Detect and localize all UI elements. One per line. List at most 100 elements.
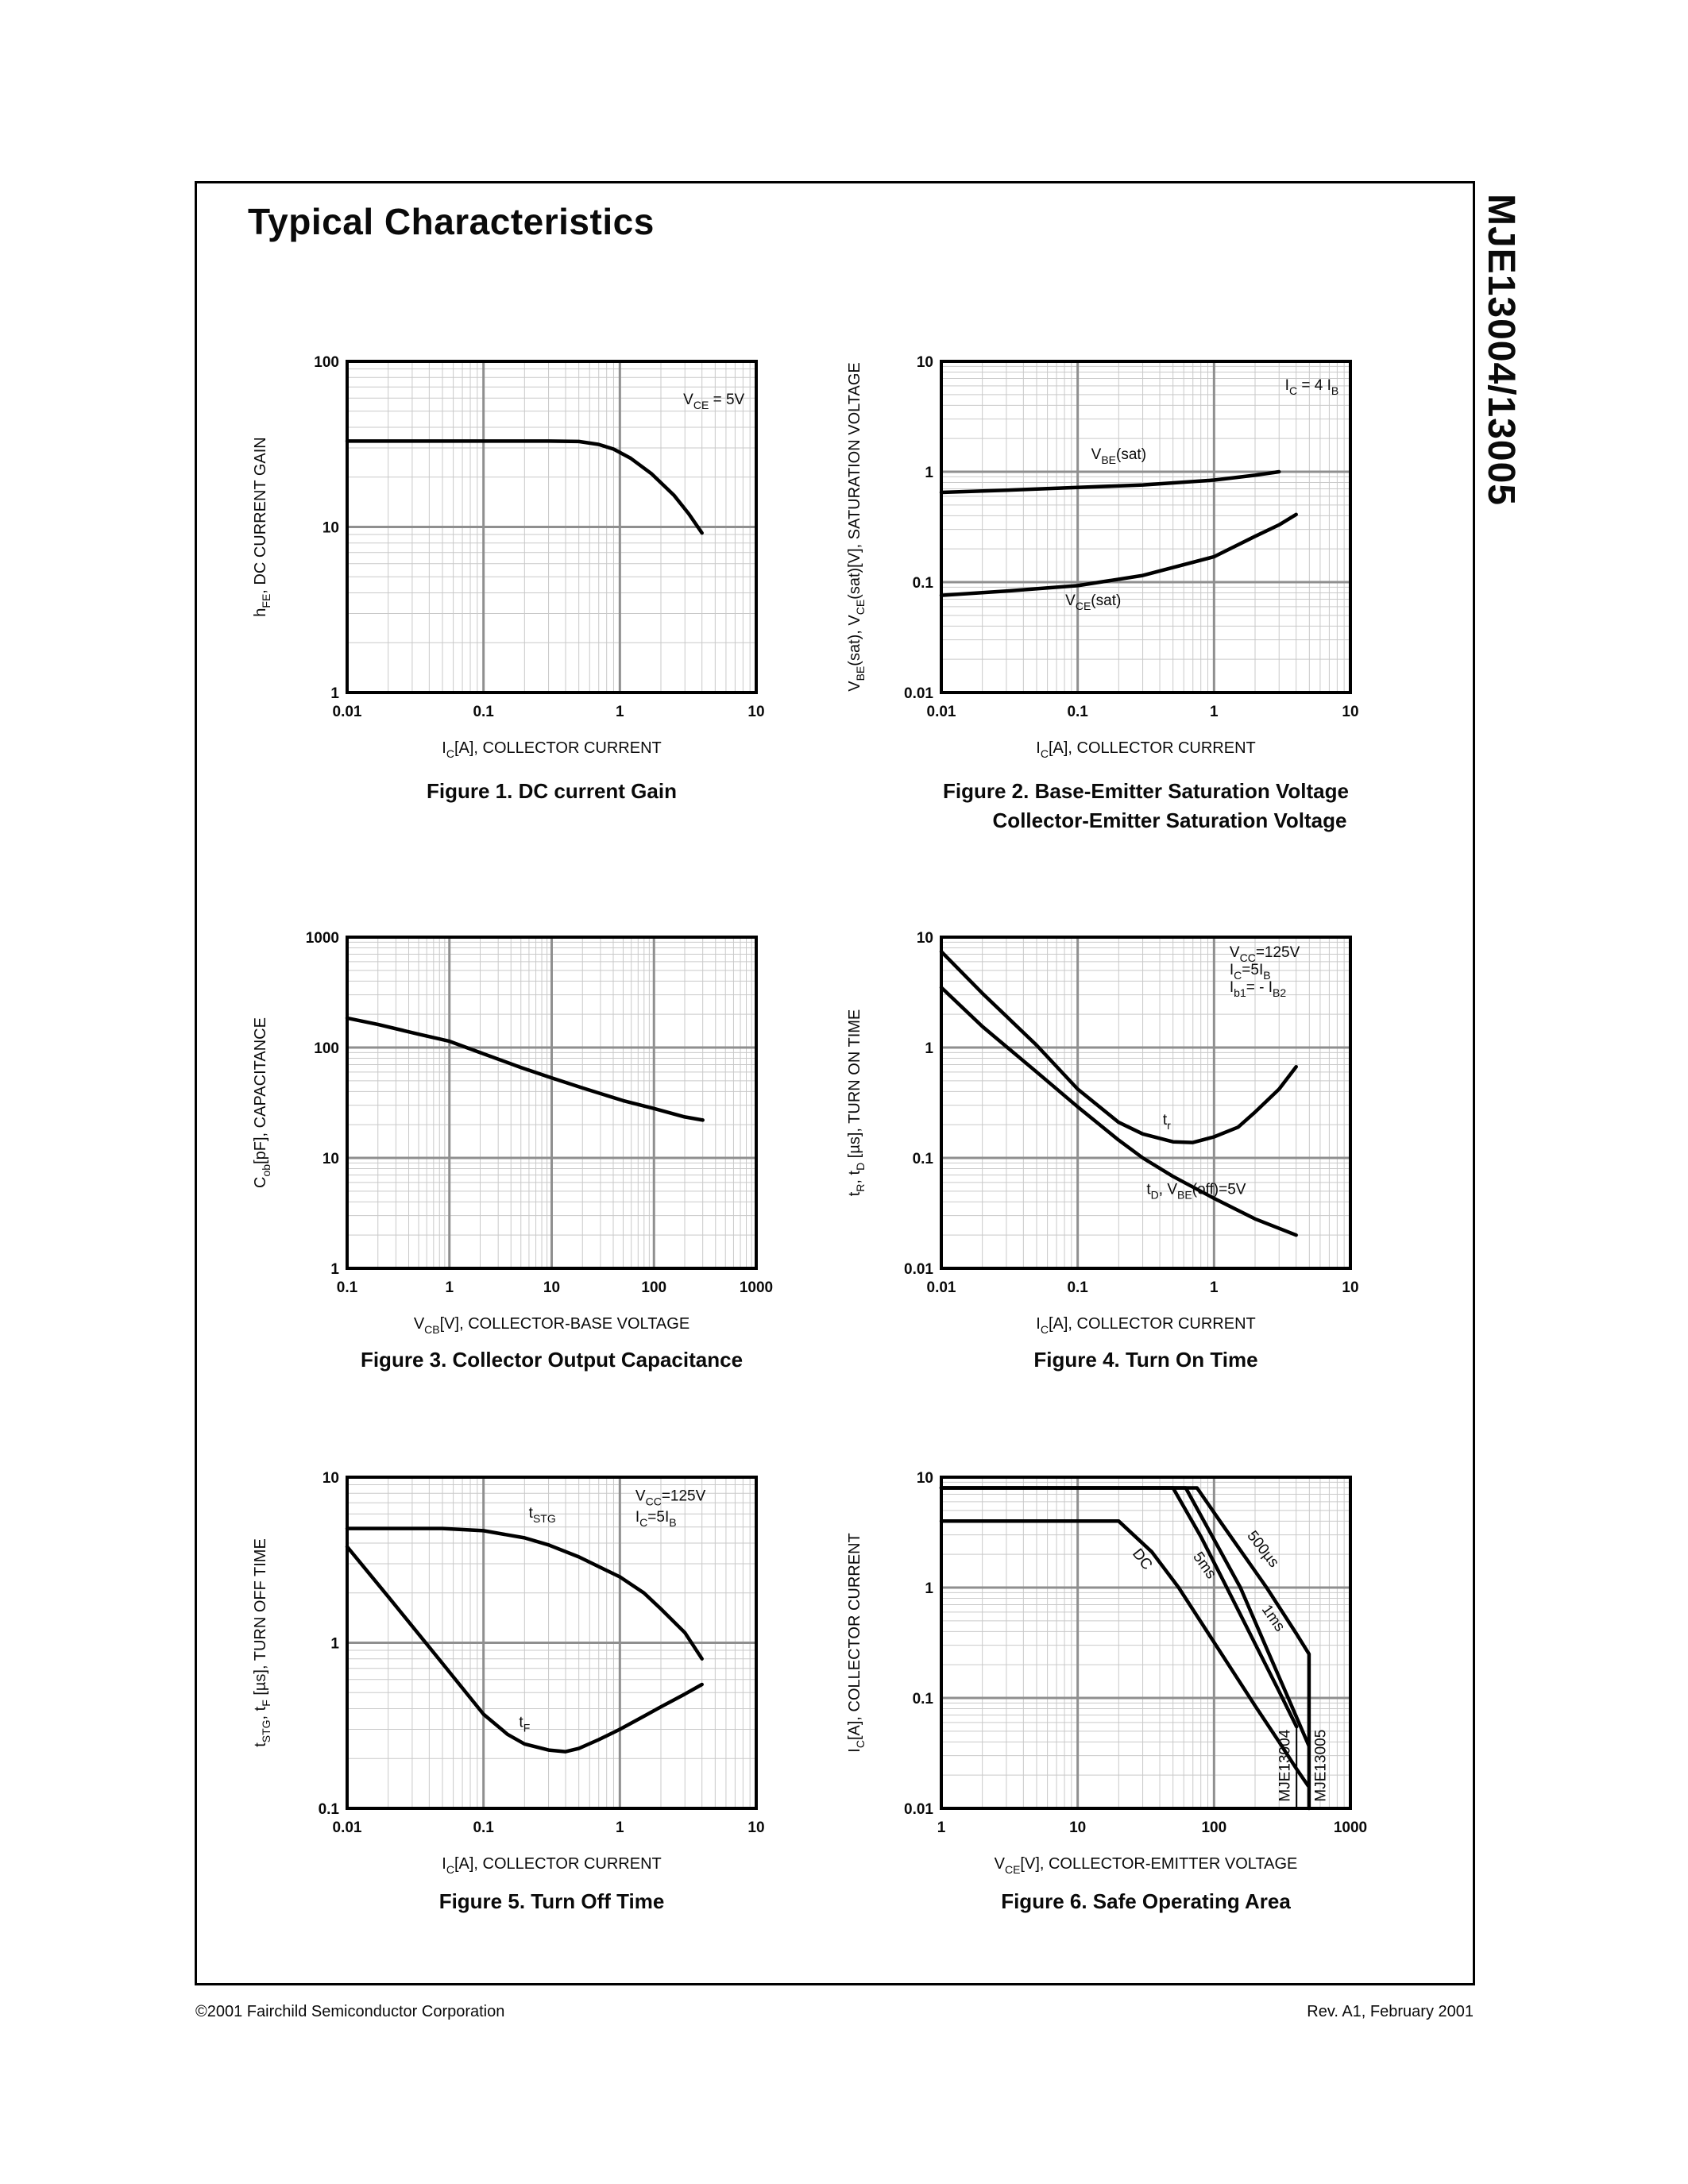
caption-line: Figure 3. Collector Output Capacitance bbox=[360, 1348, 744, 1372]
series-DC bbox=[939, 1519, 1311, 1788]
y-tick-label: 10 bbox=[917, 1470, 933, 1487]
y-tick-label: 10 bbox=[917, 354, 933, 371]
x-tick-label: 1 bbox=[616, 704, 624, 720]
series-td bbox=[939, 986, 1298, 1237]
y-tick-label: 10 bbox=[917, 930, 933, 947]
figure-6-caption: Figure 6. Safe Operating Area bbox=[941, 1887, 1350, 1916]
x-tick-label: 10 bbox=[543, 1279, 560, 1296]
y-tick-label: 1 bbox=[330, 685, 339, 702]
chart-label: MJE13005 bbox=[1312, 1730, 1329, 1802]
content-border bbox=[195, 181, 1475, 1985]
y-tick-label: 1 bbox=[330, 1636, 339, 1653]
y-tick-label: 0.1 bbox=[913, 1691, 934, 1707]
x-tick-label: 1 bbox=[937, 1819, 946, 1836]
y-tick-label: 0.01 bbox=[904, 1261, 933, 1278]
y-tick-label: 1000 bbox=[306, 930, 339, 947]
caption-line: Figure 2. Base-Emitter Saturation Voltag… bbox=[943, 779, 1349, 803]
figure-1-caption: Figure 1. DC current Gain bbox=[347, 777, 756, 806]
y-axis-title: tSTG, tF [µs], TURN OFF TIME bbox=[252, 1538, 272, 1747]
x-tick-label: 1 bbox=[1210, 704, 1219, 720]
x-tick-label: 0.1 bbox=[473, 1819, 494, 1836]
series-VCE(sat) bbox=[939, 512, 1298, 597]
y-tick-label: 0.1 bbox=[913, 1151, 934, 1167]
x-tick-label: 10 bbox=[1342, 704, 1358, 720]
figure-6-chart: 1 10 100 1000 0.01 0.1 1 10 VCE[V], COLLECTOR-EM… bbox=[846, 1470, 1367, 1876]
chart-label: VCE = 5V bbox=[683, 392, 744, 411]
x-axis-title: VCE[V], COLLECTOR-EMITTER VOLTAGE bbox=[995, 1855, 1298, 1876]
chart-label: VCC=125V bbox=[1230, 944, 1300, 964]
y-tick-label: 10 bbox=[323, 1151, 339, 1167]
x-tick-label: 1000 bbox=[740, 1279, 773, 1296]
caption-line: Figure 5. Turn Off Time bbox=[438, 1889, 665, 1913]
x-axis-title: IC[A], COLLECTOR CURRENT bbox=[1036, 1315, 1255, 1336]
x-axis-title: VCB[V], COLLECTOR-BASE VOLTAGE bbox=[414, 1315, 689, 1336]
y-tick-label: 0.1 bbox=[319, 1801, 340, 1818]
x-tick-label: 10 bbox=[747, 704, 764, 720]
y-tick-label: 0.01 bbox=[904, 1801, 933, 1818]
figure-4-caption: Figure 4. Turn On Time bbox=[941, 1345, 1350, 1375]
x-tick-label: 1 bbox=[616, 1819, 624, 1836]
y-axis-title: Cob[pF], CAPACITANCE bbox=[252, 1017, 272, 1188]
series-tr bbox=[939, 949, 1298, 1144]
x-tick-label: 0.01 bbox=[927, 704, 956, 720]
figure-2-caption: Figure 2. Base-Emitter Saturation Voltag… bbox=[941, 777, 1350, 835]
x-tick-label: 100 bbox=[641, 1279, 666, 1296]
figure-1-chart: 0.01 0.1 1 10 1 10 100 IC[A], COLLECTOR CURRENT… bbox=[252, 354, 765, 760]
series-hFE bbox=[345, 439, 704, 535]
y-tick-label: 1 bbox=[330, 1261, 339, 1278]
chart-label: VCC=125V bbox=[635, 1488, 706, 1508]
chart-label: MJE13004 bbox=[1277, 1729, 1293, 1801]
footer-revision: Rev. A1, February 2001 bbox=[1307, 2003, 1474, 2020]
x-axis-title: IC[A], COLLECTOR CURRENT bbox=[1036, 739, 1255, 760]
chart-label: 1ms bbox=[1258, 1602, 1288, 1634]
x-tick-label: 10 bbox=[1342, 1279, 1358, 1296]
x-axis-title: IC[A], COLLECTOR CURRENT bbox=[442, 739, 661, 760]
caption-line: Figure 6. Safe Operating Area bbox=[1001, 1889, 1291, 1913]
y-axis-title: VBE(sat), VCE(sat)[V], SATURATION VOLTAG… bbox=[846, 362, 867, 692]
x-tick-label: 10 bbox=[1069, 1819, 1086, 1836]
y-tick-label: 0.1 bbox=[913, 575, 934, 592]
y-axis-title: hFE, DC CURRENT GAIN bbox=[252, 437, 272, 616]
y-axis-title: tR, tD [µs], TURN ON TIME bbox=[846, 1009, 867, 1197]
chart-label: tr bbox=[1163, 1112, 1171, 1132]
series-Cob bbox=[345, 1016, 705, 1122]
y-axis-title: IC[A], COLLECTOR CURRENT bbox=[846, 1533, 867, 1752]
chart-label: tSTG bbox=[529, 1505, 556, 1525]
x-tick-label: 0.1 bbox=[1067, 704, 1088, 720]
series-tF bbox=[345, 1545, 704, 1754]
y-tick-label: 1 bbox=[925, 465, 933, 481]
y-tick-label: 10 bbox=[323, 520, 339, 537]
caption-line: Figure 4. Turn On Time bbox=[1033, 1348, 1258, 1372]
figure-5-caption: Figure 5. Turn Off Time bbox=[347, 1887, 756, 1916]
caption-line: Figure 1. DC current Gain bbox=[427, 779, 677, 803]
chart-label: IC = 4 IB bbox=[1285, 377, 1339, 397]
caption-line: Collector-Emitter Saturation Voltage bbox=[992, 808, 1347, 832]
x-tick-label: 1000 bbox=[1334, 1819, 1367, 1836]
x-tick-label: 0.1 bbox=[473, 704, 494, 720]
x-tick-label: 0.01 bbox=[333, 704, 362, 720]
y-tick-label: 100 bbox=[314, 354, 339, 371]
series-VBE(sat) bbox=[939, 469, 1281, 495]
chart-label: IC=5IB bbox=[1230, 962, 1271, 982]
chart-label: IC=5IB bbox=[635, 1509, 677, 1529]
x-tick-label: 0.1 bbox=[1067, 1279, 1088, 1296]
figure-3-caption: Figure 3. Collector Output Capacitance bbox=[347, 1345, 756, 1375]
y-tick-label: 1 bbox=[925, 1580, 933, 1597]
x-tick-label: 0.01 bbox=[927, 1279, 956, 1296]
footer-copyright: ©2001 Fairchild Semiconductor Corporatio… bbox=[195, 2003, 505, 2020]
figure-4-chart: 0.01 0.1 1 10 0.01 0.1 1 10 IC[A], COLLECTOR CUR… bbox=[846, 930, 1359, 1336]
figure-2-chart: 0.01 0.1 1 10 0.01 0.1 1 10 IC[A], COLLECTOR CUR… bbox=[846, 354, 1359, 760]
y-tick-label: 0.01 bbox=[904, 685, 933, 702]
series-500us bbox=[939, 1486, 1311, 1811]
page-title: Typical Characteristics bbox=[248, 201, 655, 242]
x-tick-label: 10 bbox=[747, 1819, 764, 1836]
chart-label: VBE(sat) bbox=[1091, 446, 1146, 466]
x-tick-label: 1 bbox=[445, 1279, 454, 1296]
part-number-side-title: MJE13004/13005 bbox=[1480, 194, 1522, 506]
y-tick-label: 100 bbox=[314, 1040, 339, 1057]
chart-label: tD, VBE(off)=5V bbox=[1146, 1182, 1246, 1202]
y-tick-label: 1 bbox=[925, 1040, 933, 1057]
